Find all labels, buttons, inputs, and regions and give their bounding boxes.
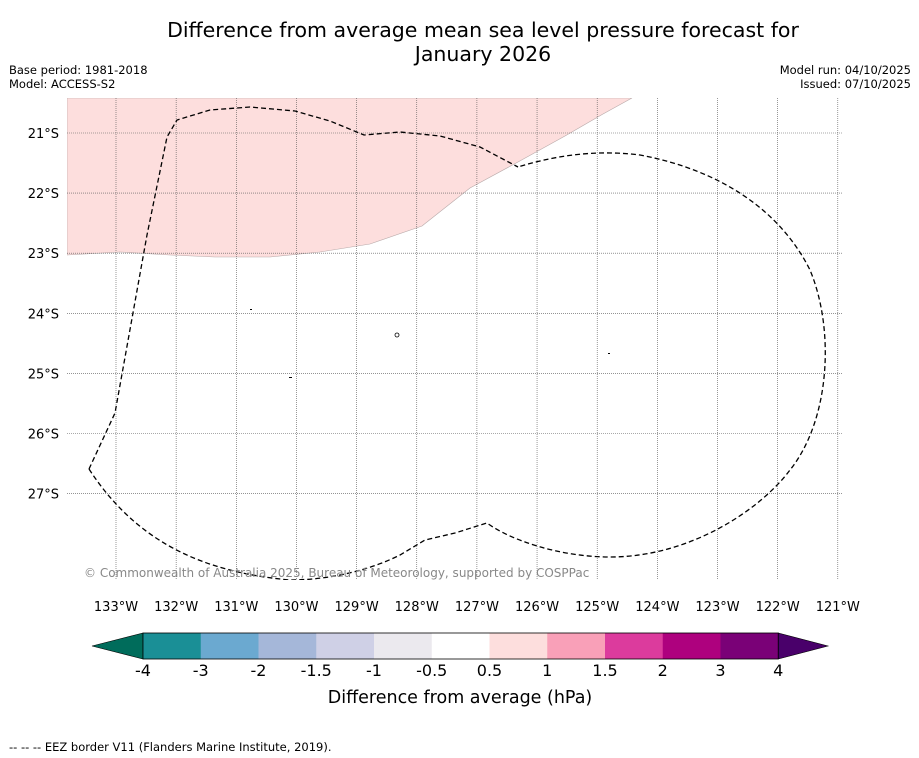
longitude-label: 121°W — [816, 600, 860, 615]
colorbar-tick-label: -3 — [193, 661, 209, 680]
colorbar-tick-label: 2 — [658, 661, 668, 680]
latitude-label: 22°S — [28, 187, 59, 202]
colorbar-tick-label: -0.5 — [416, 661, 447, 680]
colorbar-frame — [142, 632, 779, 660]
run-info: Model run: 04/10/2025 Issued: 07/10/2025 — [780, 63, 911, 91]
title-line-1: Difference from average mean sea level p… — [167, 18, 799, 42]
map-gridlines — [67, 98, 843, 580]
colorbar-segment — [662, 633, 721, 659]
latitude-label: 23°S — [28, 247, 59, 262]
longitude-label: 126°W — [515, 600, 559, 615]
island-3 — [289, 377, 292, 378]
eez-border — [88, 106, 826, 580]
longitude-label: 130°W — [274, 600, 318, 615]
base-period: Base period: 1981-2018 — [9, 63, 148, 77]
longitude-label: 129°W — [335, 600, 379, 615]
colorbar-label: Difference from average (hPa) — [328, 688, 593, 708]
colorbar — [91, 632, 830, 660]
colorbar-tick-label: -2 — [251, 661, 267, 680]
longitude-label: 123°W — [695, 600, 739, 615]
longitude-label: 122°W — [756, 600, 800, 615]
colorbar-tick-label: 3 — [715, 661, 725, 680]
longitude-label: 133°W — [94, 600, 138, 615]
longitude-label: 128°W — [395, 600, 439, 615]
colorbar-segment — [143, 633, 202, 659]
colorbar-segment — [431, 633, 490, 659]
latitude-labels: 21°S 22°S 23°S 24°S 25°S 26°S 27°S — [28, 127, 59, 503]
eez-border-pitcairn-south — [88, 152, 826, 580]
colorbar-tick-label: 1 — [542, 661, 552, 680]
longitude-label: 132°W — [154, 600, 198, 615]
colorbar-segment — [720, 633, 779, 659]
latitude-label: 24°S — [28, 307, 59, 322]
colorbar-tick-label: -4 — [135, 661, 151, 680]
island-1 — [250, 309, 252, 310]
island-2 — [394, 332, 400, 338]
colorbar-segment — [489, 633, 548, 659]
islands — [250, 309, 610, 378]
latitude-label: 25°S — [28, 367, 59, 382]
eez-footnote: -- -- -- EEZ border V11 (Flanders Marine… — [9, 740, 332, 754]
colorbar-segment — [605, 633, 664, 659]
longitude-labels: 133°W 132°W 131°W 130°W 129°W 128°W 127°W 126°W… — [94, 600, 860, 615]
island-4 — [608, 353, 610, 354]
latitude-label: 21°S — [28, 127, 59, 142]
colorbar-ticks: -4 -3 -2 -1.5 -1 -0.5 0.5 1 1.5 2 3 4 — [135, 661, 783, 680]
colorbar-tick-label: 0.5 — [477, 661, 502, 680]
model-run-date: Model run: 04/10/2025 — [779, 63, 911, 77]
colorbar-over-arrow — [777, 632, 830, 660]
longitude-label: 124°W — [635, 600, 679, 615]
issued-date: Issued: 07/10/2025 — [800, 77, 911, 91]
longitude-label: 125°W — [575, 600, 619, 615]
colorbar-tick-label: -1.5 — [301, 661, 332, 680]
anomaly-region-0-5-to-1 — [67, 98, 633, 258]
eez-border-pitcairn-north — [88, 106, 519, 470]
colorbar-segment — [200, 633, 259, 659]
title-line-2: January 2026 — [414, 42, 552, 66]
base-info: Base period: 1981-2018 Model: ACCESS-S2 — [9, 63, 148, 91]
longitude-label: 131°W — [214, 600, 258, 615]
figure-title: Difference from average mean sea level p… — [0, 18, 919, 66]
model-name: Model: ACCESS-S2 — [9, 77, 116, 91]
colorbar-under-arrow — [91, 632, 144, 660]
colorbar-tick-label: 4 — [773, 661, 783, 680]
colorbar-segment — [374, 633, 433, 659]
colorbar-tick-label: -1 — [366, 661, 382, 680]
copyright-text: © Commonwealth of Australia 2025, Bureau… — [84, 566, 589, 580]
latitude-label: 26°S — [28, 428, 59, 443]
colorbar-segment — [547, 633, 606, 659]
latitude-label: 27°S — [28, 488, 59, 503]
colorbar-segment — [316, 633, 375, 659]
longitude-label: 127°W — [455, 600, 499, 615]
colorbar-tick-label: 1.5 — [592, 661, 617, 680]
colorbar-segment — [258, 633, 317, 659]
